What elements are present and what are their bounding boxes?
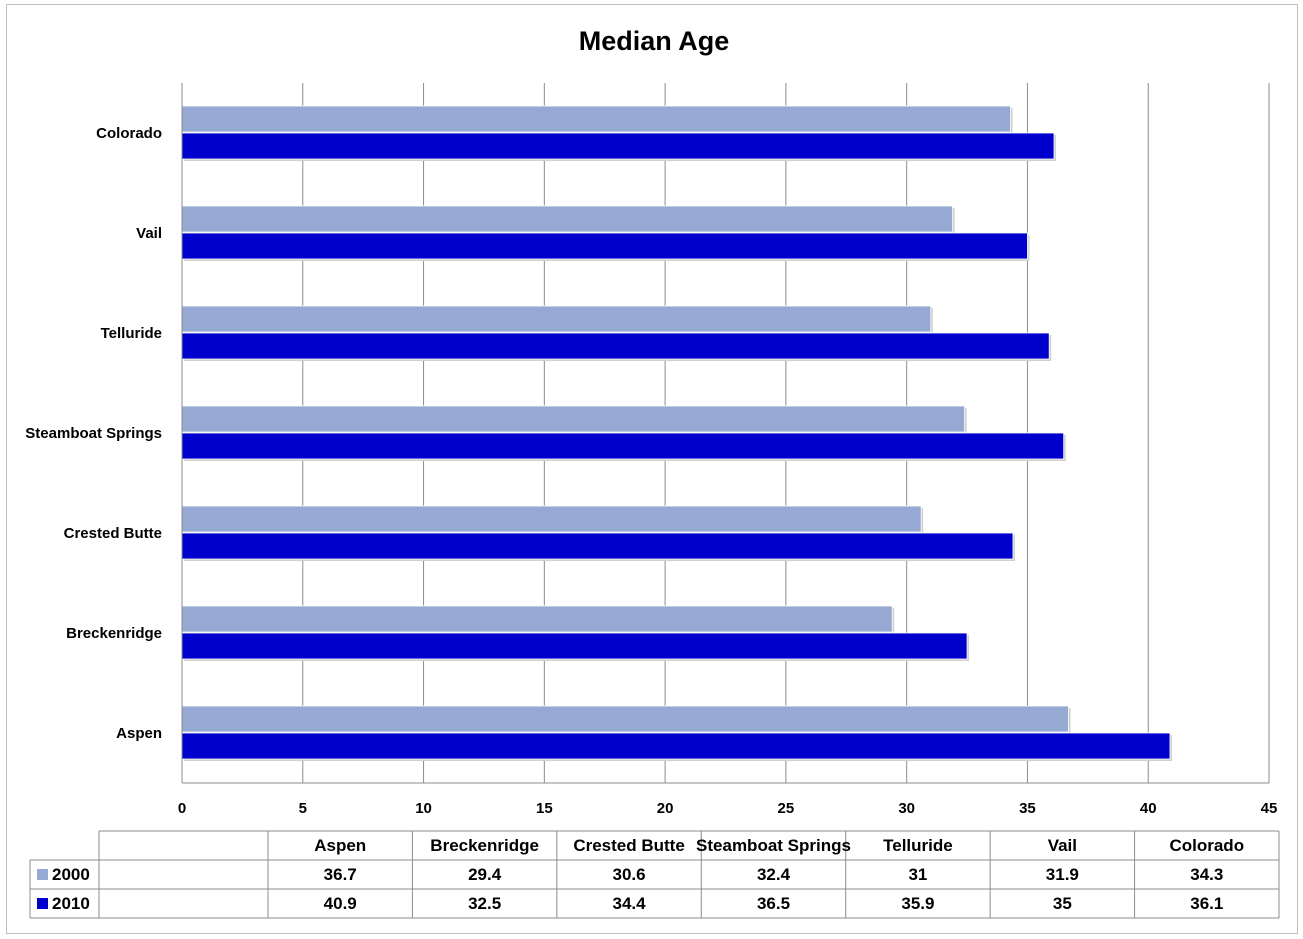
legend-swatch-2000 bbox=[37, 869, 48, 880]
legend-swatch-2010 bbox=[37, 898, 48, 909]
table-cell-aspen-2000: 36.7 bbox=[324, 865, 357, 884]
x-tick-labels: 0 5 10 15 20 25 30 35 40 45 bbox=[178, 800, 1278, 817]
table-header-vail: Vail bbox=[1048, 836, 1077, 855]
table-cell-telluride-2010: 35.9 bbox=[901, 894, 934, 913]
table-header-steamboat-springs: Steamboat Springs bbox=[696, 836, 851, 855]
category-label-aspen: Aspen bbox=[116, 725, 162, 742]
x-tick-label-5: 5 bbox=[299, 800, 307, 817]
table-cell-vail-2000: 31.9 bbox=[1046, 865, 1079, 884]
table-header-breckenridge: Breckenridge bbox=[430, 836, 539, 855]
bar-steamboat-springs-2010 bbox=[181, 432, 1065, 460]
table-cell-telluride-2000: 31 bbox=[908, 865, 927, 884]
table-cell-colorado-2010: 36.1 bbox=[1190, 894, 1223, 913]
x-tick-label-10: 10 bbox=[415, 800, 432, 817]
data-table: Aspen 36.7 40.9 Breckenridge 29.4 32.5 Crested… bbox=[29, 830, 1280, 919]
category-label-colorado: Colorado bbox=[96, 125, 162, 142]
bar-breckenridge-2010 bbox=[181, 632, 968, 660]
table-cell-steamboat-springs-2010: 36.5 bbox=[757, 894, 790, 913]
x-tick-label-45: 45 bbox=[1261, 800, 1278, 817]
bar-colorado-2000 bbox=[181, 105, 1011, 133]
bar-telluride-2010 bbox=[181, 332, 1050, 360]
bar-aspen-2000 bbox=[181, 705, 1069, 733]
table-cell-aspen-2010: 40.9 bbox=[324, 894, 357, 913]
bar-steamboat-springs-2000 bbox=[181, 405, 966, 433]
bar-vail-2010 bbox=[181, 232, 1028, 260]
category-label-crested-butte: Crested Butte bbox=[64, 525, 162, 542]
chart-title: Median Age bbox=[579, 26, 730, 56]
table-cell-breckenridge-2010: 32.5 bbox=[468, 894, 501, 913]
x-tick-label-20: 20 bbox=[657, 800, 674, 817]
bar-vail-2000 bbox=[181, 205, 953, 233]
table-cell-vail-2010: 35 bbox=[1053, 894, 1072, 913]
table-cell-breckenridge-2000: 29.4 bbox=[468, 865, 502, 884]
table-header-colorado: Colorado bbox=[1169, 836, 1244, 855]
legend-label-2010: 2010 bbox=[52, 894, 90, 913]
category-label-steamboat-springs: Steamboat Springs bbox=[25, 425, 162, 442]
bar-crested-butte-2000 bbox=[181, 505, 922, 533]
chart-frame bbox=[6, 4, 1298, 934]
category-label-telluride: Telluride bbox=[101, 325, 162, 342]
axes bbox=[181, 83, 1269, 784]
table-header-crested-butte: Crested Butte bbox=[573, 836, 684, 855]
bar-colorado-2010 bbox=[181, 132, 1055, 160]
table-cell-crested-butte-2010: 34.4 bbox=[613, 894, 647, 913]
table-header-telluride: Telluride bbox=[883, 836, 953, 855]
x-tick-label-0: 0 bbox=[178, 800, 186, 817]
category-label-breckenridge: Breckenridge bbox=[66, 625, 162, 642]
bar-telluride-2000 bbox=[181, 305, 932, 333]
category-label-vail: Vail bbox=[136, 225, 162, 242]
x-tick-label-30: 30 bbox=[898, 800, 915, 817]
x-tick-label-15: 15 bbox=[536, 800, 553, 817]
table-cell-colorado-2000: 34.3 bbox=[1190, 865, 1223, 884]
bars bbox=[181, 105, 1172, 761]
bar-crested-butte-2010 bbox=[181, 532, 1014, 560]
legend-label-2000: 2000 bbox=[52, 865, 90, 884]
table-cell-steamboat-springs-2000: 32.4 bbox=[757, 865, 791, 884]
x-tick-label-40: 40 bbox=[1140, 800, 1157, 817]
category-labels: Aspen Breckenridge Crested Butte Steamboat … bbox=[25, 125, 162, 742]
table-cell-crested-butte-2000: 30.6 bbox=[613, 865, 646, 884]
x-tick-label-25: 25 bbox=[778, 800, 795, 817]
gridlines bbox=[302, 83, 1270, 783]
bar-aspen-2010 bbox=[181, 732, 1171, 760]
bar-breckenridge-2000 bbox=[181, 605, 893, 633]
table-header-aspen: Aspen bbox=[314, 836, 366, 855]
x-tick-label-35: 35 bbox=[1019, 800, 1036, 817]
